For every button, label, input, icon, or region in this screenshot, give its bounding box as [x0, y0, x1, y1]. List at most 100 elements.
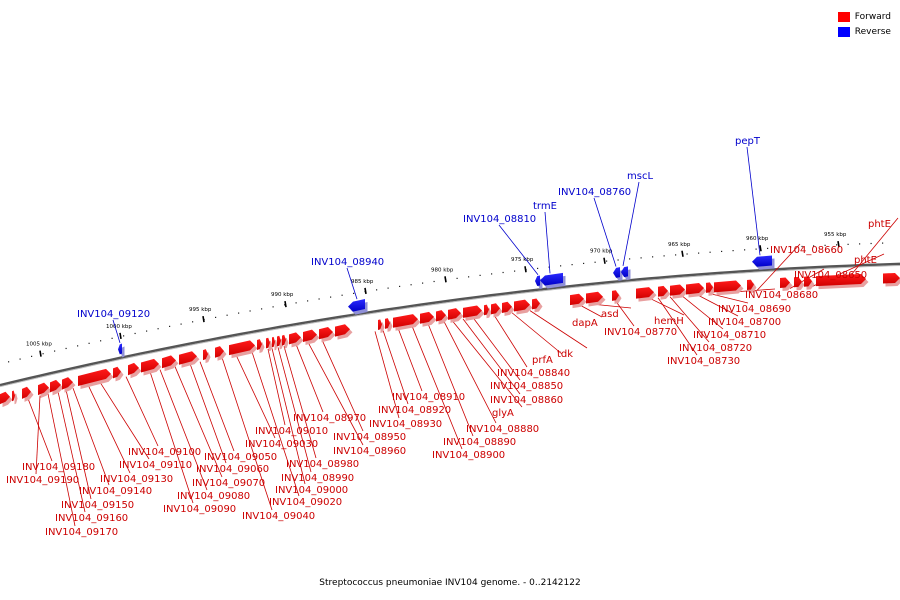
ruler-dot	[698, 252, 700, 254]
forward-gene	[448, 308, 464, 323]
forward-leader-line	[511, 312, 563, 355]
forward-gene	[420, 311, 437, 327]
forward-gene	[747, 279, 757, 294]
forward-leader-line	[149, 371, 194, 504]
forward-gene	[484, 304, 492, 319]
ruler-dot	[284, 304, 286, 306]
kbp-tick-mark	[603, 257, 606, 264]
ruler-dot	[433, 280, 435, 283]
forward-gene-label: INV104_09190	[6, 475, 79, 486]
forward-leader-line	[451, 320, 523, 408]
ruler-dot	[571, 264, 573, 266]
forward-gene	[141, 358, 162, 376]
ruler-dot	[111, 337, 113, 339]
forward-gene-label: INV104_08860	[490, 395, 563, 406]
forward-leader-line	[125, 376, 159, 447]
legend-reverse-label: Reverse	[854, 26, 891, 37]
ruler-dot	[19, 358, 21, 360]
forward-gene	[816, 274, 869, 290]
forward-gene-label: phtE	[854, 255, 877, 266]
forward-gene-label: INV104_09170	[45, 527, 118, 538]
forward-leader-line	[657, 297, 698, 356]
forward-gene-label: INV104_09090	[163, 504, 236, 515]
forward-gene	[714, 280, 744, 296]
forward-gene	[78, 368, 114, 390]
ruler-dot	[226, 314, 228, 316]
reverse-gene	[540, 272, 566, 289]
ruler-dot	[65, 347, 67, 350]
forward-gene-label: INV104_08960	[333, 446, 406, 457]
ruler-dot	[560, 265, 562, 267]
reverse-gene	[621, 266, 631, 281]
forward-gene	[706, 282, 716, 296]
forward-leader-line	[374, 331, 400, 419]
forward-gene	[636, 287, 657, 302]
forward-leader-line	[493, 314, 528, 368]
ruler-dot	[824, 244, 826, 246]
forward-gene-label: INV104_08890	[443, 437, 516, 448]
forward-leader-line	[277, 347, 312, 473]
ruler-dot	[767, 247, 769, 250]
forward-gene-label: INV104_08650	[794, 270, 867, 281]
reverse-swatch	[837, 26, 850, 37]
ruler-dot	[180, 323, 182, 325]
ruler-dot	[249, 310, 251, 312]
forward-gene	[179, 351, 200, 368]
forward-leader-line	[235, 354, 276, 439]
forward-gene-label: INV104_08910	[392, 392, 465, 403]
forward-leader-line	[27, 398, 53, 462]
kbp-tick-label: 955 kbp	[824, 232, 847, 238]
forward-leader-line	[47, 393, 76, 527]
ruler-dot	[732, 250, 734, 252]
forward-leader-line	[57, 391, 86, 513]
kbp-tick-label: 985 kbp	[351, 279, 374, 285]
ruler-dot	[640, 257, 642, 259]
ruler-dot	[376, 289, 378, 291]
forward-leader-line	[709, 293, 749, 304]
kbp-tick-mark	[837, 241, 840, 248]
forward-leader-line	[35, 395, 41, 475]
reverse-gene-label: INV104_08810	[463, 214, 536, 225]
ruler-dot	[675, 254, 677, 256]
forward-gene	[612, 290, 622, 304]
reverse-gene	[535, 275, 543, 290]
reverse-gene-label: pepT	[735, 136, 761, 147]
reverse-leader-line	[544, 211, 551, 274]
forward-gene	[502, 301, 515, 316]
ruler-dot	[100, 340, 102, 342]
kbp-tick-label: 960 kbp	[746, 236, 769, 242]
ruler-dot	[583, 262, 585, 265]
forward-gene	[883, 272, 900, 287]
kbp-tick-mark	[364, 287, 367, 295]
forward-gene-label: tdk	[557, 349, 573, 360]
ruler-dot	[882, 242, 884, 244]
reverse-gene	[752, 255, 775, 270]
kbp-tick-label: 990 kbp	[271, 292, 294, 298]
forward-gene	[436, 310, 449, 325]
forward-leader-line	[221, 357, 273, 511]
forward-gene-label: INV104_08690	[718, 304, 791, 315]
forward-gene-label: INV104_09070	[192, 478, 265, 489]
gene-features	[0, 255, 900, 408]
ruler-dot	[709, 251, 711, 253]
ruler-dot	[537, 267, 539, 270]
forward-gene	[203, 349, 211, 364]
forward-leader-line	[267, 348, 286, 426]
forward-gene-label: INV104_09040	[242, 511, 315, 522]
reverse-leader-line	[346, 267, 358, 300]
forward-leader-line	[295, 344, 324, 413]
ruler-dot	[157, 328, 159, 330]
forward-leader-line	[174, 366, 223, 478]
ruler-dot	[456, 277, 458, 279]
ruler-dot	[307, 300, 309, 302]
forward-gene-label: INV104_09150	[61, 500, 134, 511]
kbp-tick-label: 980 kbp	[431, 267, 454, 273]
forward-leader-line	[669, 296, 710, 343]
forward-leader-line	[382, 330, 409, 405]
forward-leader-line	[411, 325, 463, 450]
ruler-dot	[801, 245, 803, 248]
forward-gene-label: INV104_08700	[708, 317, 781, 328]
legend-forward-label: Forward	[854, 11, 891, 22]
forward-gene	[62, 377, 76, 393]
ruler-dot	[502, 271, 504, 274]
